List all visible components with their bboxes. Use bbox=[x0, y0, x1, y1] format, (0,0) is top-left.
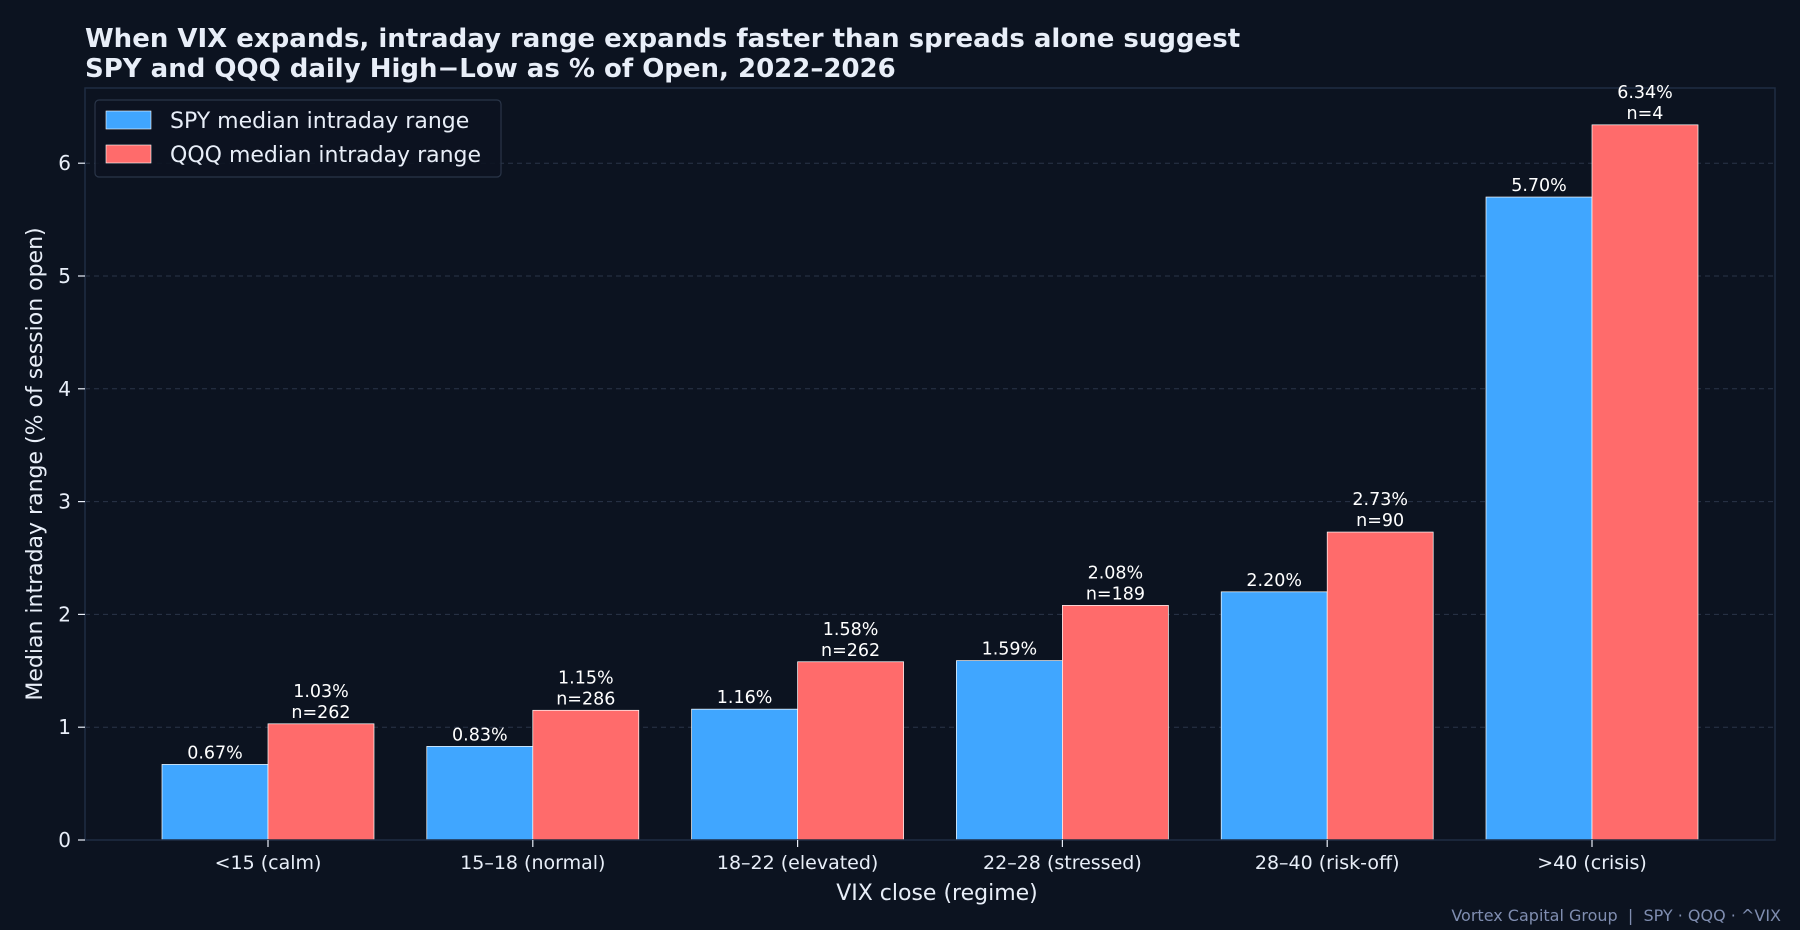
chart-subtitle: SPY and QQQ daily High−Low as % of Open,… bbox=[85, 54, 896, 84]
bar-qqq bbox=[1062, 605, 1169, 841]
bar-value-label: 2.73% bbox=[1352, 490, 1408, 510]
bar-spy bbox=[956, 660, 1063, 841]
footer-credit: Vortex Capital Group | SPY · QQQ · ^VIX bbox=[1451, 906, 1781, 925]
bar-value-label: 2.20% bbox=[1246, 571, 1302, 591]
bar-value-label: 5.70% bbox=[1511, 176, 1567, 196]
bar-count-label: n=189 bbox=[1086, 584, 1145, 604]
legend-label-qqq: QQQ median intraday range bbox=[170, 143, 481, 168]
y-axis-label: Median intraday range (% of session open… bbox=[23, 227, 48, 700]
bar-qqq bbox=[797, 661, 904, 841]
y-tick-label: 4 bbox=[58, 377, 71, 401]
legend-swatch-spy bbox=[105, 110, 152, 130]
x-tick-label: 15–18 (normal) bbox=[460, 852, 605, 874]
bar-value-label: 1.03% bbox=[293, 682, 349, 702]
plot-frame bbox=[84, 87, 1776, 841]
bar-spy bbox=[161, 764, 269, 841]
x-tick-label: <15 (calm) bbox=[215, 852, 322, 874]
x-tick-label: 22–28 (stressed) bbox=[983, 852, 1142, 874]
bar-value-label: 1.16% bbox=[717, 688, 773, 708]
bar-spy bbox=[1485, 196, 1593, 841]
bar-value-label: 2.08% bbox=[1088, 563, 1144, 583]
bar-value-label: 0.67% bbox=[187, 743, 243, 763]
bar-spy bbox=[1220, 591, 1328, 841]
bar-value-label: 1.15% bbox=[558, 668, 614, 688]
legend-frame bbox=[94, 99, 502, 178]
bar-value-label: 6.34% bbox=[1617, 83, 1673, 103]
legend: SPY median intraday range QQQ median int… bbox=[94, 99, 502, 178]
x-tick-label: 18–22 (elevated) bbox=[717, 852, 878, 874]
x-axis-label: VIX close (regime) bbox=[836, 881, 1038, 906]
bar-qqq bbox=[1326, 531, 1434, 841]
bar-value-label: 1.59% bbox=[982, 640, 1038, 660]
bars bbox=[161, 124, 1699, 841]
x-tick-label: >40 (crisis) bbox=[1537, 852, 1647, 874]
bar-value-label: 0.83% bbox=[452, 725, 508, 745]
bar-qqq bbox=[267, 723, 375, 841]
bar-spy bbox=[426, 746, 534, 841]
y-tick-label: 5 bbox=[58, 264, 71, 288]
y-axis: 0 1 2 3 4 5 6 bbox=[58, 151, 85, 852]
y-tick-label: 1 bbox=[58, 715, 71, 739]
bar-count-label: n=262 bbox=[291, 703, 350, 723]
bar-count-label: n=4 bbox=[1627, 104, 1664, 124]
y-tick-label: 0 bbox=[58, 828, 71, 852]
bar-qqq bbox=[532, 709, 640, 841]
bar-qqq bbox=[1591, 124, 1699, 841]
y-tick-label: 3 bbox=[58, 490, 71, 514]
chart-title: When VIX expands, intraday range expands… bbox=[85, 24, 1240, 54]
bar-value-label: 1.58% bbox=[823, 620, 879, 640]
x-tick-label: 28–40 (risk-off) bbox=[1255, 852, 1400, 874]
bar-count-label: n=286 bbox=[556, 689, 615, 709]
x-axis: <15 (calm) 15–18 (normal) 18–22 (elevated)… bbox=[215, 840, 1647, 874]
bar-count-label: n=90 bbox=[1356, 511, 1404, 531]
y-tick-label: 6 bbox=[58, 151, 71, 175]
bar-count-label: n=262 bbox=[821, 641, 880, 661]
legend-swatch-qqq bbox=[105, 144, 152, 164]
bar-spy bbox=[691, 708, 798, 841]
y-tick-label: 2 bbox=[58, 602, 71, 626]
legend-label-spy: SPY median intraday range bbox=[170, 109, 469, 134]
